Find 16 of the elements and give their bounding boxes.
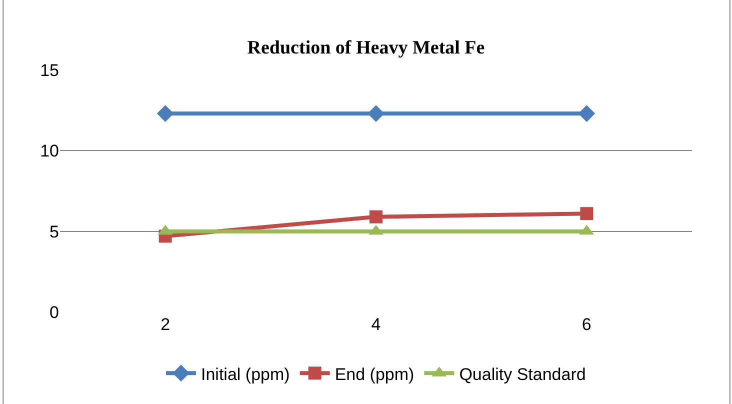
x-tick-label: 6 bbox=[582, 315, 592, 334]
legend-label: Quality Standard bbox=[459, 364, 586, 384]
point bbox=[368, 105, 384, 122]
y-tick-label: 10 bbox=[40, 142, 59, 161]
x-tick-label: 4 bbox=[371, 315, 381, 334]
legend-label: End (ppm) bbox=[334, 364, 414, 384]
y-tick-label: 0 bbox=[50, 302, 59, 322]
point bbox=[156, 105, 174, 122]
x-tick-label: 2 bbox=[160, 315, 170, 334]
point bbox=[580, 207, 594, 220]
chart-title: Reduction of Heavy Metal Fe bbox=[247, 38, 485, 59]
y-tick-label: 5 bbox=[50, 222, 59, 242]
y-tick-label: 15 bbox=[40, 60, 59, 80]
point bbox=[370, 210, 382, 224]
point bbox=[578, 105, 596, 122]
legend-label: Initial (ppm) bbox=[201, 364, 290, 384]
